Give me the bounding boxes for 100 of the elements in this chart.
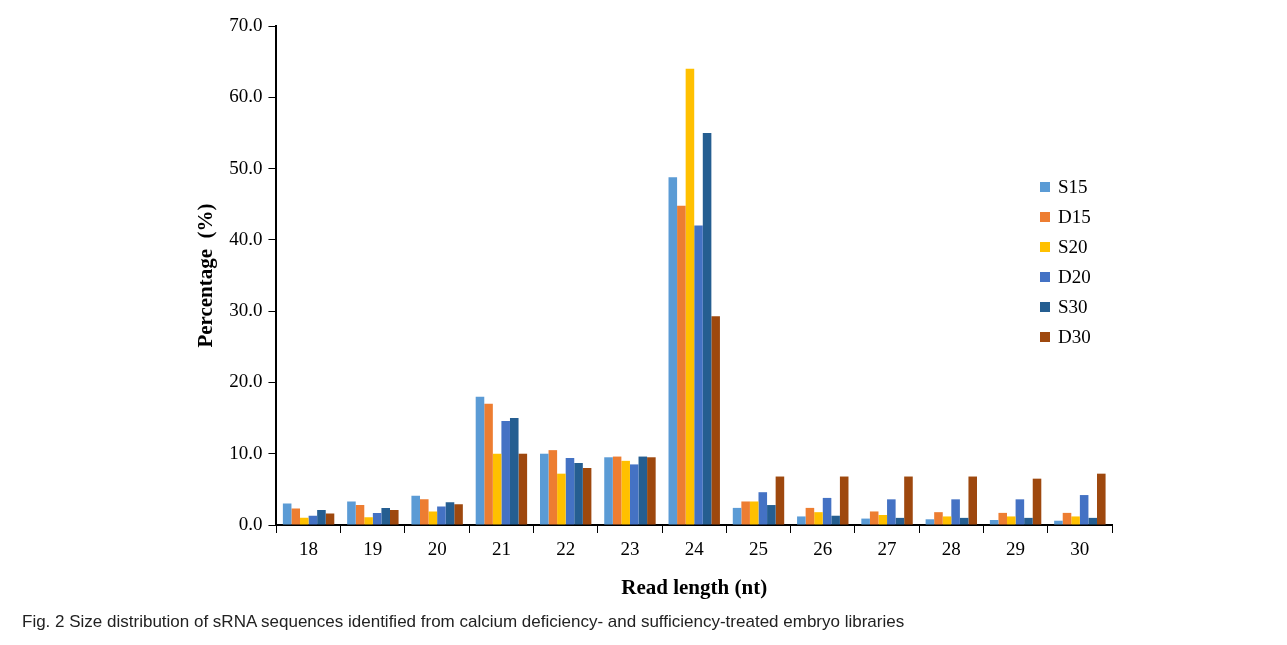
y-tick-label: 70.0 xyxy=(229,13,263,35)
bar xyxy=(548,450,558,525)
bar xyxy=(518,453,528,525)
bar xyxy=(797,516,806,525)
bar xyxy=(308,515,318,525)
bar xyxy=(668,177,678,525)
bar xyxy=(582,467,592,525)
bar xyxy=(509,418,519,525)
y-tick-label: 30.0 xyxy=(229,299,263,321)
bar xyxy=(998,512,1008,525)
x-tick-label: 30 xyxy=(1070,538,1090,560)
bar xyxy=(1062,512,1072,525)
legend-label: D30 xyxy=(1058,325,1091,349)
bar xyxy=(300,517,309,525)
bar xyxy=(895,517,905,525)
bar xyxy=(612,456,622,525)
bar xyxy=(372,512,382,525)
y-tick-label: 40.0 xyxy=(229,227,263,249)
legend-label: S20 xyxy=(1058,235,1088,259)
x-tick-label: 25 xyxy=(749,538,768,560)
x-tick-label: 24 xyxy=(684,538,705,560)
x-tick-label: 29 xyxy=(1006,538,1026,560)
y-tick-label: 20.0 xyxy=(229,370,263,392)
bar xyxy=(484,403,493,525)
bar xyxy=(749,501,759,525)
bar xyxy=(381,507,390,525)
x-tick-label: 26 xyxy=(813,538,833,560)
bar xyxy=(904,476,913,525)
bar xyxy=(437,506,446,525)
bar xyxy=(1024,517,1033,525)
legend-label: S30 xyxy=(1058,295,1088,319)
x-tick-label: 23 xyxy=(620,538,640,560)
bar xyxy=(775,476,785,525)
bar xyxy=(557,473,566,525)
bar xyxy=(317,510,326,525)
bar xyxy=(1032,478,1042,525)
bar xyxy=(539,453,549,525)
bar xyxy=(475,396,485,525)
bar xyxy=(454,504,463,525)
bar xyxy=(822,497,832,525)
bar xyxy=(282,503,292,525)
legend-label: D20 xyxy=(1058,265,1091,289)
y-tick-label: 0.0 xyxy=(238,512,263,534)
bar xyxy=(968,476,978,525)
bar xyxy=(390,510,399,525)
bar xyxy=(355,505,365,525)
x-tick-label: 20 xyxy=(427,538,447,560)
bar xyxy=(411,495,420,525)
bar xyxy=(839,476,849,525)
bar xyxy=(677,205,686,525)
y-axis-title: Percentage (%) xyxy=(193,203,218,348)
legend-label: S15 xyxy=(1058,175,1088,199)
bar xyxy=(887,499,896,525)
bar xyxy=(638,456,648,525)
bar xyxy=(814,512,823,525)
x-tick-label: 27 xyxy=(877,538,897,560)
x-tick-label: 22 xyxy=(556,538,576,560)
bar xyxy=(364,517,373,525)
bar xyxy=(1088,517,1097,525)
bar xyxy=(492,453,502,525)
bar xyxy=(604,457,613,525)
bar xyxy=(501,420,510,525)
bar xyxy=(959,517,969,525)
bar xyxy=(347,501,356,525)
bar xyxy=(1079,495,1089,525)
bar xyxy=(629,464,639,525)
y-tick-label: 10.0 xyxy=(229,441,263,463)
bar xyxy=(685,68,695,525)
bar xyxy=(1015,499,1025,525)
bar xyxy=(647,457,656,525)
y-tick-label: 50.0 xyxy=(229,156,263,178)
bar xyxy=(869,511,879,525)
bar xyxy=(1097,473,1106,525)
bar xyxy=(1071,516,1080,525)
bar xyxy=(767,505,776,525)
x-axis-title: Read length (nt) xyxy=(621,574,768,599)
x-tick-label: 21 xyxy=(491,538,511,560)
bar xyxy=(989,520,999,525)
bar xyxy=(1007,516,1016,525)
x-tick-label: 19 xyxy=(363,538,383,560)
bar xyxy=(951,499,960,525)
legend-label: D15 xyxy=(1058,205,1091,229)
x-tick-label: 18 xyxy=(299,538,319,560)
bar xyxy=(565,457,575,525)
bar xyxy=(445,502,455,525)
bar xyxy=(702,132,712,525)
bar xyxy=(758,492,768,525)
bar xyxy=(942,516,952,525)
bar xyxy=(419,499,429,525)
bar xyxy=(741,501,750,525)
bar xyxy=(861,518,870,525)
bar xyxy=(925,519,935,525)
x-tick-label: 28 xyxy=(941,538,961,560)
bar xyxy=(694,225,703,525)
bar xyxy=(831,515,840,525)
bar xyxy=(325,513,335,525)
bar xyxy=(732,507,742,525)
bar xyxy=(1054,520,1063,525)
bar xyxy=(291,508,301,525)
bar xyxy=(621,460,630,525)
